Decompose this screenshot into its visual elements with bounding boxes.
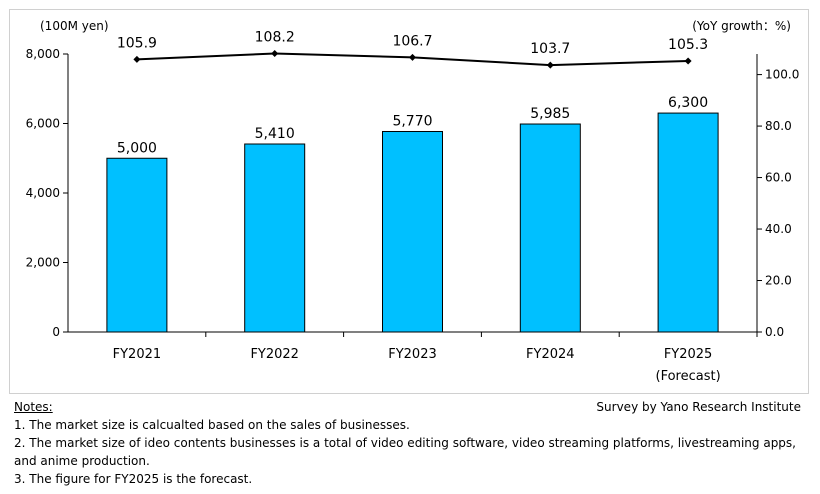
right-tick-label: 100.0 xyxy=(765,68,799,82)
bar xyxy=(519,123,581,333)
growth-point xyxy=(271,49,279,57)
left-tick-label: 0 xyxy=(52,325,60,339)
right-tick-label: 40.0 xyxy=(765,222,792,236)
left-tick-label: 6,000 xyxy=(26,117,60,131)
category-label: FY2021 xyxy=(113,347,162,362)
right-axis-title: (YoY growth：%) xyxy=(692,19,791,33)
note-line-2: 2. The market size of ideo contents busi… xyxy=(14,436,796,450)
bar xyxy=(106,157,168,333)
notes-heading: Notes: xyxy=(14,400,53,414)
left-axis-title: (100M yen) xyxy=(40,19,109,33)
growth-point xyxy=(546,61,554,69)
category-label: FY2023 xyxy=(388,347,437,362)
bar-value-label: 5,410 xyxy=(255,126,295,142)
bar-value-label: 5,000 xyxy=(117,140,157,156)
right-tick-label: 80.0 xyxy=(765,119,792,133)
bar-value-label: 5,985 xyxy=(530,106,570,122)
growth-value-label: 105.9 xyxy=(117,35,157,51)
left-tick-label: 2,000 xyxy=(26,256,60,270)
left-tick-label: 4,000 xyxy=(26,186,60,200)
right-tick-label: 20.0 xyxy=(765,274,792,288)
growth-value-label: 103.7 xyxy=(530,41,570,57)
left-tick-label: 8,000 xyxy=(26,47,60,61)
chart-frame xyxy=(9,9,809,394)
category-label: FY2025 xyxy=(664,347,713,362)
bar xyxy=(657,112,719,333)
note-line-4: 3. The figure for FY2025 is the forecast… xyxy=(14,472,253,486)
right-tick-label: 60.0 xyxy=(765,171,792,185)
bar-value-label: 5,770 xyxy=(392,113,432,129)
bar xyxy=(382,130,443,333)
growth-value-label: 106.7 xyxy=(392,33,432,49)
growth-value-label: 108.2 xyxy=(255,29,295,45)
notes: Notes: 1. The market size is calcualted … xyxy=(14,398,804,488)
note-line-3: and anime production. xyxy=(14,454,150,468)
right-tick-label: 0.0 xyxy=(765,325,784,339)
category-label: FY2024 xyxy=(526,347,575,362)
bar-line-chart: (100M yen) (YoY growth：%) 0 2,000 4,000 6,000… xyxy=(26,19,800,384)
growth-point xyxy=(409,53,416,61)
growth-point xyxy=(684,57,692,65)
bar xyxy=(244,143,306,333)
growth-point xyxy=(133,55,141,63)
category-sublabel: (Forecast) xyxy=(656,369,721,384)
source-credit: Survey by Yano Research Institute xyxy=(596,400,801,414)
category-label: FY2022 xyxy=(250,347,299,362)
bar-value-label: 6,300 xyxy=(668,95,708,111)
note-line-1: 1. The market size is calcualted based o… xyxy=(14,418,410,432)
growth-value-label: 105.3 xyxy=(668,37,708,53)
